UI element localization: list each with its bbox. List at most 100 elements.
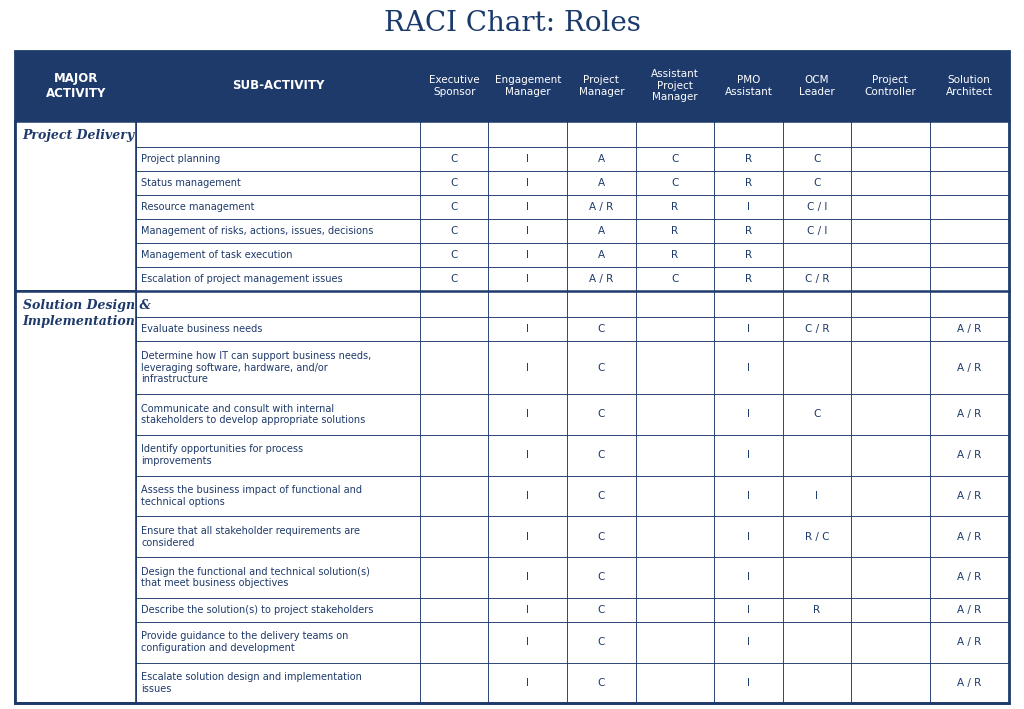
Bar bbox=[782, 557, 851, 598]
Bar bbox=[15, 121, 136, 147]
Bar bbox=[15, 663, 136, 703]
Bar bbox=[567, 435, 636, 476]
Bar bbox=[782, 622, 851, 663]
Bar bbox=[136, 622, 420, 663]
Bar bbox=[15, 171, 136, 195]
Text: A / R: A / R bbox=[957, 491, 981, 501]
Text: Management of task execution: Management of task execution bbox=[141, 250, 293, 260]
Bar bbox=[136, 341, 420, 394]
Text: C / I: C / I bbox=[807, 226, 827, 236]
Bar bbox=[136, 147, 420, 171]
Bar bbox=[851, 663, 930, 703]
Bar bbox=[851, 557, 930, 598]
Bar bbox=[15, 121, 136, 147]
Bar bbox=[851, 219, 930, 243]
Bar bbox=[488, 598, 567, 622]
Bar bbox=[488, 267, 567, 291]
Bar bbox=[15, 291, 136, 318]
Bar bbox=[782, 663, 851, 703]
Bar bbox=[136, 147, 420, 171]
Bar bbox=[930, 219, 1009, 243]
Bar bbox=[782, 291, 851, 318]
Bar bbox=[420, 598, 488, 622]
Bar bbox=[715, 195, 782, 219]
Bar bbox=[715, 435, 782, 476]
Bar bbox=[488, 341, 567, 394]
Bar bbox=[715, 476, 782, 516]
Bar bbox=[567, 291, 636, 318]
Text: R: R bbox=[744, 250, 752, 260]
Bar bbox=[15, 598, 136, 622]
Bar bbox=[567, 243, 636, 267]
Bar bbox=[420, 51, 488, 121]
Bar bbox=[567, 557, 636, 598]
Bar bbox=[715, 516, 782, 557]
Bar bbox=[930, 51, 1009, 121]
Text: Solution
Architect: Solution Architect bbox=[946, 75, 992, 96]
Bar bbox=[782, 341, 851, 394]
Bar bbox=[15, 341, 136, 394]
Bar bbox=[420, 622, 488, 663]
Text: R: R bbox=[672, 226, 679, 236]
Bar bbox=[930, 394, 1009, 435]
Bar bbox=[488, 598, 567, 622]
Bar bbox=[715, 663, 782, 703]
Text: A / R: A / R bbox=[957, 678, 981, 688]
Bar bbox=[567, 435, 636, 476]
Bar bbox=[930, 243, 1009, 267]
Bar bbox=[15, 219, 136, 243]
Bar bbox=[851, 435, 930, 476]
Bar bbox=[930, 476, 1009, 516]
Text: A / R: A / R bbox=[589, 274, 613, 284]
Bar bbox=[782, 267, 851, 291]
Bar bbox=[420, 171, 488, 195]
Bar bbox=[136, 516, 420, 557]
Text: R: R bbox=[672, 202, 679, 212]
Bar bbox=[930, 663, 1009, 703]
Text: A / R: A / R bbox=[957, 363, 981, 373]
Bar bbox=[782, 171, 851, 195]
Bar bbox=[420, 219, 488, 243]
Bar bbox=[488, 557, 567, 598]
Bar bbox=[636, 435, 715, 476]
Bar bbox=[136, 219, 420, 243]
Bar bbox=[136, 557, 420, 598]
Bar bbox=[715, 318, 782, 341]
Bar bbox=[15, 622, 136, 663]
Bar bbox=[420, 598, 488, 622]
Bar bbox=[136, 195, 420, 219]
Bar bbox=[15, 121, 136, 291]
Bar bbox=[420, 663, 488, 703]
Bar bbox=[851, 435, 930, 476]
Bar bbox=[567, 195, 636, 219]
Bar bbox=[420, 341, 488, 394]
Bar bbox=[930, 663, 1009, 703]
Text: Identify opportunities for process
improvements: Identify opportunities for process impro… bbox=[141, 445, 303, 466]
Bar bbox=[636, 51, 715, 121]
Bar bbox=[782, 663, 851, 703]
Text: Describe the solution(s) to project stakeholders: Describe the solution(s) to project stak… bbox=[141, 605, 374, 615]
Bar bbox=[15, 516, 136, 557]
Bar bbox=[567, 219, 636, 243]
Bar bbox=[715, 341, 782, 394]
Bar bbox=[851, 341, 930, 394]
Bar bbox=[420, 147, 488, 171]
Bar bbox=[15, 557, 136, 598]
Bar bbox=[488, 318, 567, 341]
Text: C: C bbox=[598, 532, 605, 542]
Bar bbox=[715, 622, 782, 663]
Text: A / R: A / R bbox=[957, 450, 981, 460]
Bar bbox=[930, 341, 1009, 394]
Bar bbox=[636, 121, 715, 147]
Bar bbox=[715, 171, 782, 195]
Bar bbox=[488, 121, 567, 147]
Bar bbox=[636, 341, 715, 394]
Text: I: I bbox=[526, 154, 529, 164]
Bar bbox=[488, 121, 567, 147]
Text: I: I bbox=[526, 678, 529, 688]
Bar bbox=[851, 51, 930, 121]
Bar bbox=[136, 51, 420, 121]
Text: R: R bbox=[744, 154, 752, 164]
Bar bbox=[567, 341, 636, 394]
Bar bbox=[851, 598, 930, 622]
